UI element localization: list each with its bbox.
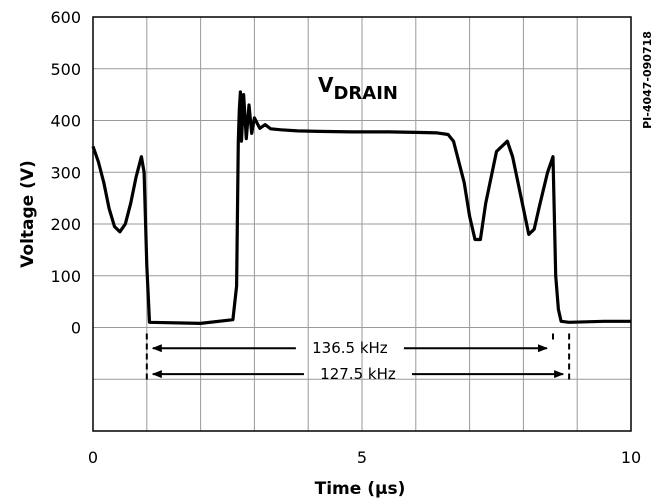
frequency-label: 136.5 kHz <box>312 339 388 357</box>
y-tick-label: 0 <box>71 319 81 338</box>
x-axis-ticks: 0 5 10 <box>88 448 641 467</box>
y-tick-label: 200 <box>50 215 81 234</box>
y-tick-label: 100 <box>50 267 81 286</box>
grid-lines <box>93 17 631 431</box>
y-tick-label: 500 <box>50 60 81 79</box>
vdrain-trace <box>91 90 631 325</box>
x-tick-label: 0 <box>88 448 98 467</box>
y-axis-ticks: 0 100 200 300 400 500 600 <box>50 8 81 338</box>
y-tick-label: 400 <box>50 112 81 131</box>
plot-area <box>92 16 632 432</box>
figure-id: PI-4047-090718 <box>641 31 654 129</box>
y-axis-title: Voltage (V) <box>18 160 38 268</box>
y-tick-label: 300 <box>50 163 81 182</box>
frequency-label: 127.5 kHz <box>320 365 396 383</box>
x-axis-title: Time (µs) <box>315 479 406 499</box>
vdrain-label: VDRAIN <box>318 73 398 104</box>
x-tick-label: 5 <box>357 448 367 467</box>
x-tick-label: 10 <box>621 448 641 467</box>
frequency-annotations: 136.5 kHz 127.5 kHz <box>145 333 571 383</box>
y-tick-label: 600 <box>50 8 81 27</box>
